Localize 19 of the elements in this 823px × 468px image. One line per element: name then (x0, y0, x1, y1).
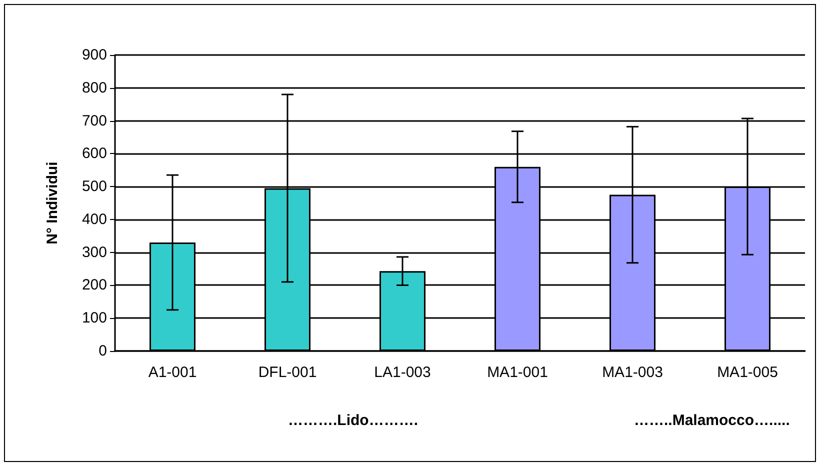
text: ……….Lido………. (288, 412, 418, 429)
y-tick-label: 700 (82, 112, 107, 130)
x-tick-label: MA1-001 (487, 364, 548, 381)
y-tick-label: 100 (82, 310, 107, 327)
x-tick-label: MA1-005 (717, 364, 778, 381)
x-tick-label: LA1-003 (374, 364, 431, 381)
y-tick-label: 600 (82, 145, 107, 162)
y-tick-label: 0 (98, 342, 107, 360)
y-tick-label: 500 (82, 178, 107, 196)
y-axis-title: N° Individui (44, 162, 61, 244)
y-tick-label: 300 (82, 244, 107, 261)
y-tick-label: 800 (82, 79, 107, 96)
y-tick-label: 200 (82, 276, 107, 294)
x-tick-label: DFL-001 (258, 364, 317, 381)
x-tick-label: A1-001 (148, 364, 197, 381)
text: ……..Malamocco…..... (634, 412, 790, 429)
y-tick-label: 900 (82, 46, 107, 64)
y-tick-label: 400 (82, 210, 107, 228)
x-tick-label: MA1-003 (602, 364, 663, 381)
